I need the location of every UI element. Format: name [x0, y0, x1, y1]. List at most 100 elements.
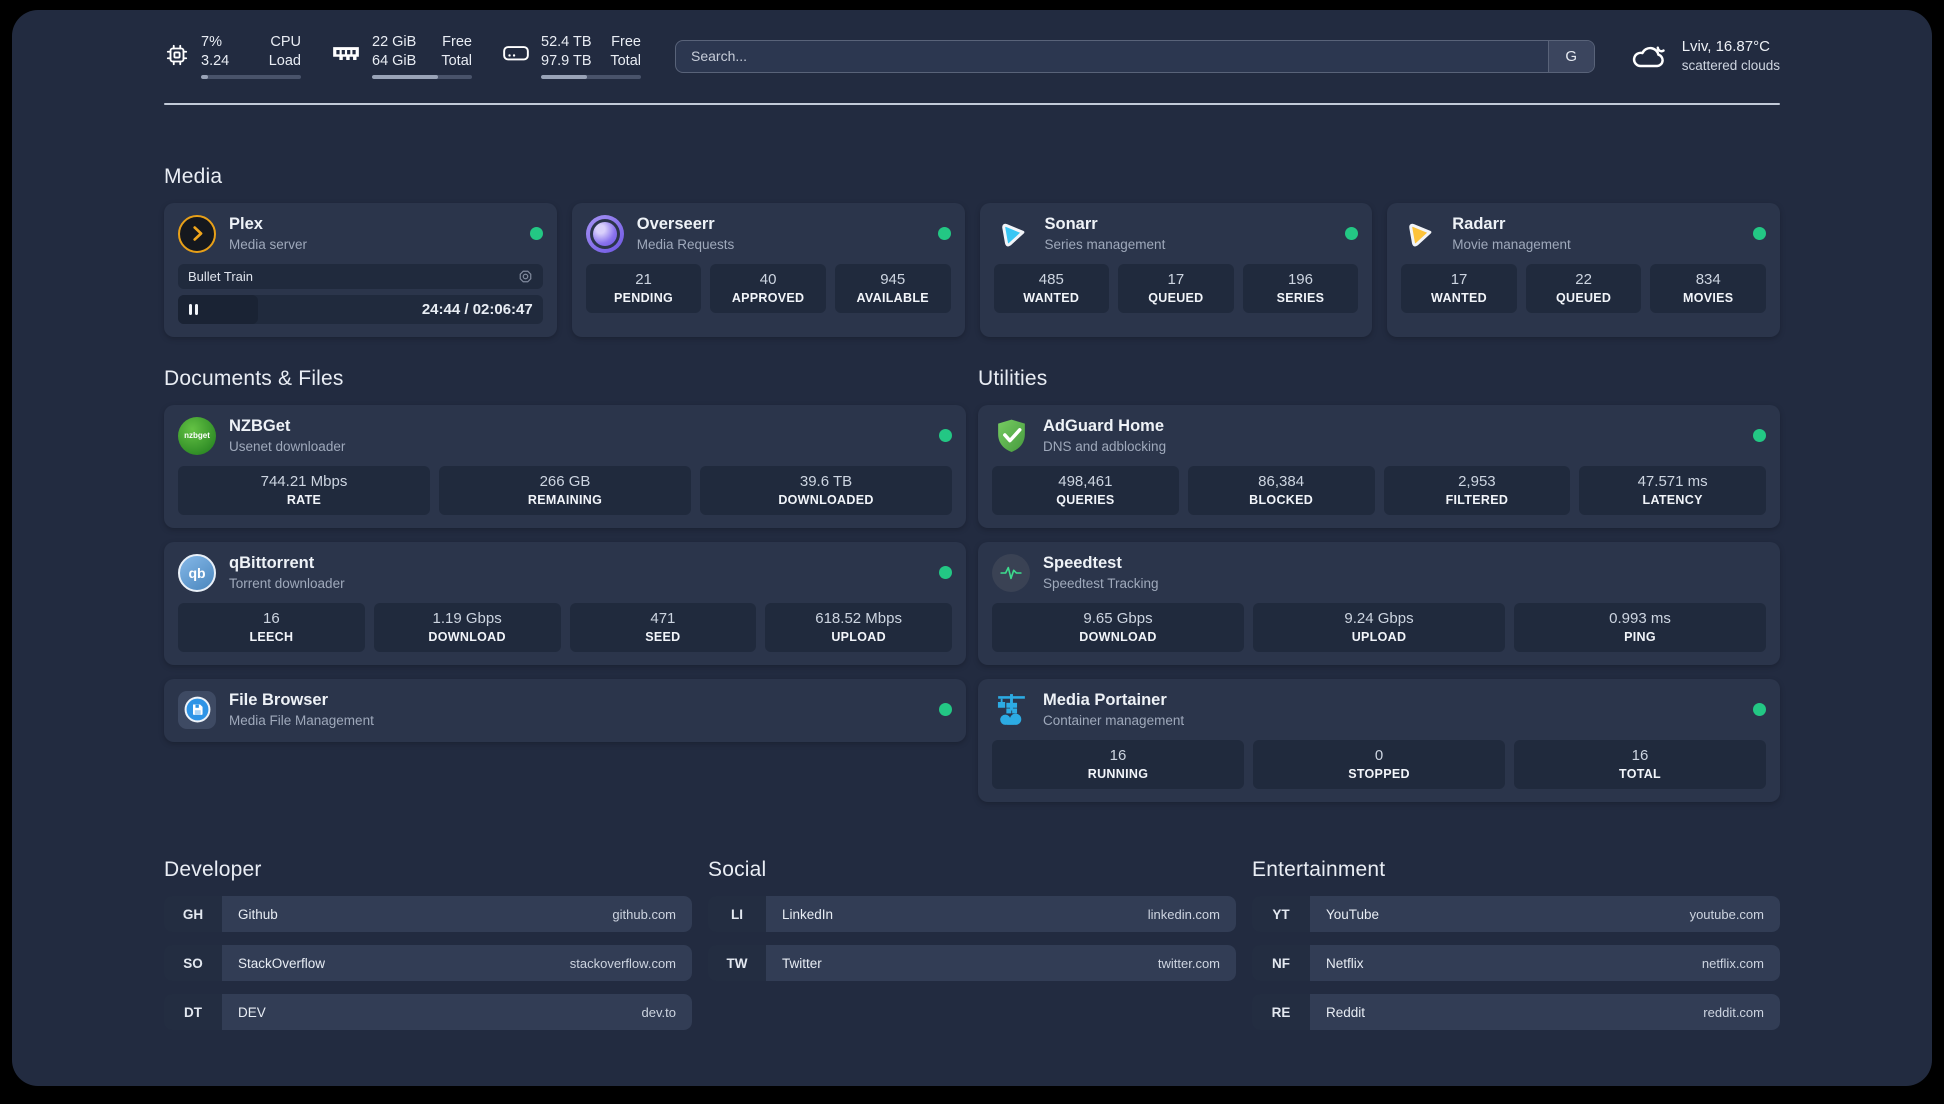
link-url: github.com — [612, 906, 676, 922]
link-row[interactable]: GH Github github.com — [164, 896, 692, 932]
stats-row: 21 PENDING 40 APPROVED 945 AVAILABLE — [585, 264, 951, 313]
app-name: Overseerr — [636, 215, 715, 233]
app-link-plex[interactable]: Plex Media server — [178, 214, 543, 253]
app-desc: Container management — [1043, 713, 1185, 728]
stat-tile: 471 SEED — [569, 603, 757, 652]
section-title-media: Media — [164, 165, 223, 188]
pause-button[interactable] — [178, 295, 258, 324]
stat-tile: 17 QUEUED — [1118, 264, 1234, 313]
stat-tile: 0.993 ms PING — [1514, 603, 1766, 652]
stat-label: AVAILABLE — [856, 291, 929, 305]
media-cards: Plex Media server Bullet Train 24:44 / 0… — [164, 203, 1780, 337]
stat-value: 1.19 Gbps — [432, 610, 502, 627]
stats-row: 9.65 Gbps DOWNLOAD 9.24 Gbps UPLOAD 0.993 ms… — [992, 603, 1766, 652]
status-online-dot — [937, 227, 951, 240]
portainer-icon — [992, 691, 1030, 729]
pause-icon — [195, 304, 198, 315]
link-abbr-badge: SO — [164, 945, 222, 981]
section-developer: Developer GH Github github.com SO StackOverf… — [164, 858, 692, 1043]
memory-progressbar — [372, 75, 472, 79]
app-link-filebrowser[interactable]: File Browser Media File Management — [178, 690, 952, 729]
stat-label: DOWNLOAD — [1079, 630, 1157, 644]
section-title-social: Social — [708, 858, 767, 881]
stat-tile: 16 TOTAL — [1514, 740, 1766, 789]
dashboard-page: 7% CPU 3.24 Load 22 GiB Free 64 GiB Total — [12, 10, 1932, 1086]
stats-row: 744.21 Mbps RATE 266 GB REMAINING 39.6 TB DOW… — [178, 466, 952, 515]
metric-value: 64 GiB — [372, 53, 417, 69]
metric-label: Total — [610, 53, 641, 69]
app-link-qbittorrent[interactable]: qb qBittorrent Torrent downloader — [178, 553, 952, 592]
app-name: Radarr — [1452, 215, 1506, 233]
stat-label: APPROVED — [731, 291, 805, 305]
app-link-speedtest[interactable]: Speedtest Speedtest Tracking — [992, 553, 1766, 592]
status-online-dot — [939, 703, 952, 716]
stat-tile: 47.571 ms LATENCY — [1579, 466, 1766, 515]
search-engine-button[interactable]: G — [1547, 40, 1594, 72]
link-name: DEV — [238, 1004, 266, 1020]
stat-tile: 834 MOVIES — [1650, 264, 1766, 313]
stats-row: 485 WANTED 17 QUEUED 196 SERIES — [993, 264, 1359, 313]
cpu-icon — [164, 42, 190, 68]
stat-tile: 1.19 Gbps DOWNLOAD — [373, 603, 561, 652]
stat-tile: 0 STOPPED — [1253, 740, 1505, 789]
stat-label: QUEUED — [1555, 291, 1612, 305]
stat-tile: 485 WANTED — [993, 264, 1110, 313]
app-name: NZBGet — [229, 417, 291, 435]
metric-label: Free — [611, 34, 641, 50]
link-name: Twitter — [782, 955, 822, 971]
link-url: reddit.com — [1703, 1004, 1764, 1020]
section-entertainment: Entertainment YT YouTube youtube.com NF Netf… — [1252, 858, 1780, 1043]
stat-tile: 17 WANTED — [1401, 264, 1517, 313]
link-name: LinkedIn — [782, 906, 834, 922]
app-name: Speedtest — [1043, 554, 1122, 572]
stat-label: TOTAL — [1618, 767, 1661, 781]
stats-row: 16 LEECH 1.19 Gbps DOWNLOAD 471 SEED 618.52 Mb… — [178, 603, 952, 652]
link-row[interactable]: TW Twitter twitter.com — [708, 945, 1236, 981]
link-abbr-badge: TW — [708, 945, 766, 981]
app-link-nzbget[interactable]: nzbget NZBGet Usenet downloader — [178, 416, 952, 455]
app-link-radarr[interactable]: Radarr Movie management — [1401, 214, 1766, 253]
app-card-qbittorrent: qb qBittorrent Torrent downloader 16 LEEC… — [164, 542, 966, 665]
stat-label: LEECH — [249, 630, 294, 644]
search-input[interactable] — [676, 40, 1548, 72]
session-camera-icon[interactable] — [518, 269, 533, 284]
link-url: stackoverflow.com — [569, 955, 676, 971]
weather-location-temp: Lviv, 16.87°C — [1681, 38, 1770, 55]
app-desc: Movie management — [1452, 237, 1571, 252]
link-url: youtube.com — [1689, 906, 1764, 922]
app-link-sonarr[interactable]: Sonarr Series management — [994, 214, 1359, 253]
link-row[interactable]: SO StackOverflow stackoverflow.com — [164, 945, 692, 981]
app-link-portainer[interactable]: Media Portainer Container management — [992, 690, 1766, 729]
stat-value: 16 — [1109, 747, 1127, 764]
app-desc: DNS and adblocking — [1043, 439, 1167, 454]
app-name: AdGuard Home — [1043, 417, 1165, 435]
entertainment-links: YT YouTube youtube.com NF Netflix netflix.com… — [1252, 896, 1780, 1030]
stat-value: 39.6 TB — [799, 473, 853, 490]
stat-label: REMAINING — [527, 493, 603, 507]
sonarr-icon — [994, 215, 1032, 253]
system-metrics: 7% CPU 3.24 Load 22 GiB Free 64 GiB Total — [164, 33, 641, 79]
stat-label: LATENCY — [1642, 493, 1703, 507]
link-url: dev.to — [641, 1004, 676, 1020]
link-row[interactable]: LI LinkedIn linkedin.com — [708, 896, 1236, 932]
app-name: qBittorrent — [229, 554, 315, 572]
link-name: YouTube — [1326, 906, 1380, 922]
link-url: linkedin.com — [1147, 906, 1220, 922]
app-link-overseerr[interactable]: Overseerr Media Requests — [585, 214, 951, 253]
app-link-adguard[interactable]: AdGuard Home DNS and adblocking — [992, 416, 1766, 455]
ram-icon — [331, 42, 361, 64]
link-row[interactable]: RE Reddit reddit.com — [1252, 994, 1780, 1030]
stat-value: 266 GB — [539, 473, 591, 490]
link-abbr-badge: LI — [708, 896, 766, 932]
link-row[interactable]: YT YouTube youtube.com — [1252, 896, 1780, 932]
stat-tile: 21 PENDING — [585, 264, 702, 313]
stat-value: 17 — [1450, 271, 1468, 288]
link-bar: Twitter twitter.com — [766, 945, 1236, 981]
app-card-overseerr: Overseerr Media Requests 21 PENDING 40 APPR… — [571, 203, 965, 337]
section-title-entertainment: Entertainment — [1252, 858, 1386, 881]
link-row[interactable]: NF Netflix netflix.com — [1252, 945, 1780, 981]
metric-value: 7% — [201, 34, 222, 50]
link-abbr-badge: RE — [1252, 994, 1310, 1030]
app-desc: Media server — [229, 237, 308, 252]
link-row[interactable]: DT DEV dev.to — [164, 994, 692, 1030]
